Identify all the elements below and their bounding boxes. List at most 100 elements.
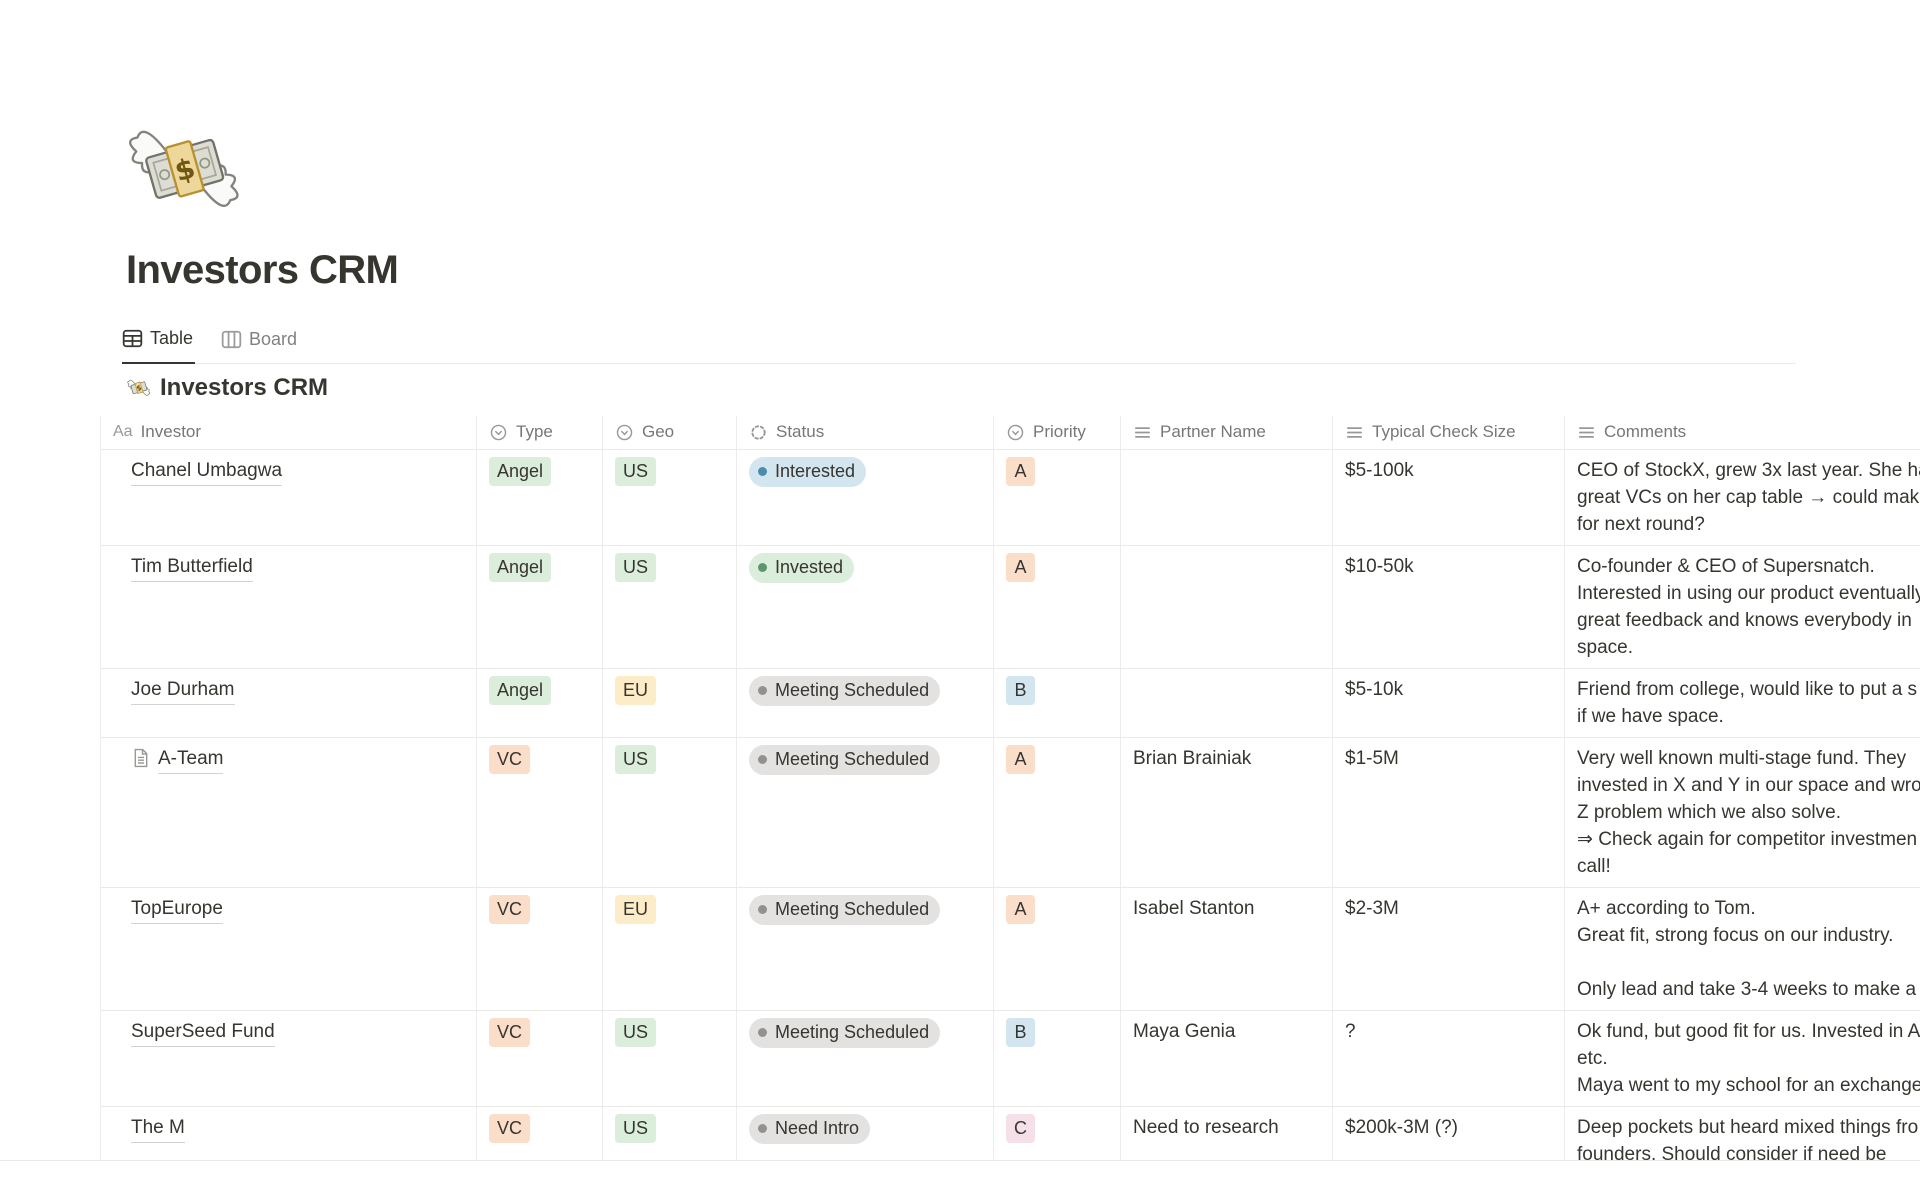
cell-priority[interactable]: A [994, 737, 1121, 887]
cell-partner[interactable] [1121, 545, 1333, 668]
investor-page-link[interactable]: Tim Butterfield [131, 553, 253, 582]
investor-page-link[interactable]: The M [131, 1114, 185, 1143]
cell-priority[interactable]: A [994, 887, 1121, 1010]
table-row: Chanel Umbagwa Angel US Interested A $5-100k C… [101, 449, 1920, 546]
column-header-check[interactable]: Typical Check Size [1333, 415, 1565, 449]
column-header-comments[interactable]: Comments [1565, 416, 1920, 449]
cell-type[interactable]: VC [477, 1010, 603, 1106]
cell-check-size[interactable]: $5-10k [1333, 668, 1565, 737]
investor-page-link[interactable]: Joe Durham [131, 676, 235, 705]
cell-type[interactable]: VC [477, 737, 603, 887]
column-header-partner[interactable]: Partner Name [1121, 415, 1333, 449]
cell-geo[interactable]: EU [603, 668, 737, 737]
cell-investor[interactable]: A-Team [101, 737, 477, 887]
cell-priority[interactable]: B [994, 1010, 1121, 1106]
page-title: Investors CRM [126, 248, 399, 292]
cell-investor[interactable]: TopEurope [101, 887, 477, 1010]
cell-status[interactable]: Meeting Scheduled [737, 1010, 994, 1106]
cell-investor[interactable]: Tim Butterfield [101, 545, 477, 668]
cell-comments[interactable]: Co-founder & CEO of Supersnatch. Interes… [1565, 546, 1920, 668]
cell-partner[interactable]: Need to research [1121, 1106, 1333, 1160]
cell-comments[interactable]: Very well known multi-stage fund. They i… [1565, 738, 1920, 887]
cell-type[interactable]: Angel [477, 545, 603, 668]
cell-check-size[interactable]: $1-5M [1333, 737, 1565, 887]
cell-status[interactable]: Meeting Scheduled [737, 668, 994, 737]
cell-geo[interactable]: US [603, 449, 737, 545]
cell-check-size[interactable]: $2-3M [1333, 887, 1565, 1010]
cell-check-size[interactable]: $10-50k [1333, 545, 1565, 668]
cell-status[interactable]: Invested [737, 545, 994, 668]
table-row: Joe Durham Angel EU Meeting Scheduled B $5-10… [101, 668, 1920, 738]
investor-page-link[interactable]: A-Team [158, 745, 224, 774]
table-row: TopEurope VC EU Meeting Scheduled A Isabel St… [101, 887, 1920, 1011]
priority-badge: B [1006, 675, 1035, 705]
tab-board[interactable]: Board [221, 325, 299, 363]
partner-name-text: Maya Genia [1133, 1020, 1236, 1042]
cell-geo[interactable]: US [603, 1010, 737, 1106]
cell-investor[interactable]: Chanel Umbagwa [101, 449, 477, 545]
select-icon [489, 423, 508, 442]
cell-status[interactable]: Interested [737, 449, 994, 545]
column-label: Status [776, 422, 825, 441]
text-icon [1577, 423, 1596, 442]
partner-name-text: Need to research [1133, 1116, 1279, 1138]
priority-badge: A [1006, 894, 1035, 924]
check-size-text: ? [1345, 1020, 1356, 1042]
cell-status[interactable]: Need Intro [737, 1106, 994, 1160]
cell-investor[interactable]: Joe Durham [101, 668, 477, 737]
cell-comments[interactable]: Deep pockets but heard mixed things fro … [1565, 1107, 1920, 1161]
cell-comments[interactable]: Friend from college, would like to put a… [1565, 669, 1920, 737]
cell-partner[interactable]: Brian Brainiak [1121, 737, 1333, 887]
comments-text: Co-founder & CEO of Supersnatch. Interes… [1577, 555, 1920, 658]
partner-name-text: Brian Brainiak [1133, 747, 1252, 769]
cell-comments[interactable]: CEO of StockX, grew 3x last year. She ha… [1565, 450, 1920, 545]
tab-table[interactable]: Table [122, 324, 196, 364]
column-header-geo[interactable]: Geo [603, 415, 737, 449]
cell-check-size[interactable]: ? [1333, 1010, 1565, 1106]
cell-comments[interactable]: Ok fund, but good fit for us. Invested i… [1565, 1011, 1920, 1106]
cell-comments[interactable]: A+ according to Tom. Great fit, strong f… [1565, 888, 1920, 1010]
comments-text: Very well known multi-stage fund. They i… [1577, 747, 1920, 877]
partner-name-text: Isabel Stanton [1133, 897, 1255, 919]
cell-partner[interactable] [1121, 449, 1333, 545]
cell-priority[interactable]: B [994, 668, 1121, 737]
cell-status[interactable]: Meeting Scheduled [737, 887, 994, 1010]
cell-geo[interactable]: US [603, 545, 737, 668]
select-icon [615, 423, 634, 442]
cell-partner[interactable] [1121, 668, 1333, 737]
column-header-priority[interactable]: Priority [994, 415, 1121, 449]
cell-geo[interactable]: EU [603, 887, 737, 1010]
status-dot-icon [758, 467, 767, 476]
type-badge: VC [489, 1017, 531, 1047]
investor-page-link[interactable]: Chanel Umbagwa [131, 457, 283, 486]
cell-type[interactable]: VC [477, 1106, 603, 1160]
cell-priority[interactable]: A [994, 449, 1121, 545]
cell-status[interactable]: Meeting Scheduled [737, 737, 994, 887]
text-format-aa-icon: Aa [113, 423, 133, 440]
cell-investor[interactable]: SuperSeed Fund [101, 1010, 477, 1106]
cell-geo[interactable]: US [603, 737, 737, 887]
type-badge: Angel [489, 675, 552, 705]
cell-type[interactable]: Angel [477, 668, 603, 737]
cell-partner[interactable]: Maya Genia [1121, 1010, 1333, 1106]
cell-type[interactable]: VC [477, 887, 603, 1010]
money-with-wings-emoji[interactable]: $ [127, 112, 243, 228]
table-row: SuperSeed Fund VC US Meeting Scheduled B Maya… [101, 1010, 1920, 1107]
column-header-status[interactable]: Status [737, 415, 994, 449]
cell-partner[interactable]: Isabel Stanton [1121, 887, 1333, 1010]
cell-check-size[interactable]: $5-100k [1333, 449, 1565, 545]
status-dot-icon [758, 1124, 767, 1133]
check-size-text: $2-3M [1345, 897, 1399, 919]
table-body: Chanel Umbagwa Angel US Interested A $5-100k C… [101, 449, 1920, 1161]
cell-type[interactable]: Angel [477, 449, 603, 545]
page-viewport: $ Investors CRM Table Board [0, 112, 1920, 1161]
cell-investor[interactable]: The M [101, 1106, 477, 1160]
cell-priority[interactable]: A [994, 545, 1121, 668]
column-header-investor[interactable]: Aa Investor [101, 415, 477, 449]
investor-page-link[interactable]: TopEurope [131, 895, 223, 924]
cell-priority[interactable]: C [994, 1106, 1121, 1160]
cell-geo[interactable]: US [603, 1106, 737, 1160]
cell-check-size[interactable]: $200k-3M (?) [1333, 1106, 1565, 1160]
investor-page-link[interactable]: SuperSeed Fund [131, 1018, 275, 1047]
column-header-type[interactable]: Type [477, 415, 603, 449]
